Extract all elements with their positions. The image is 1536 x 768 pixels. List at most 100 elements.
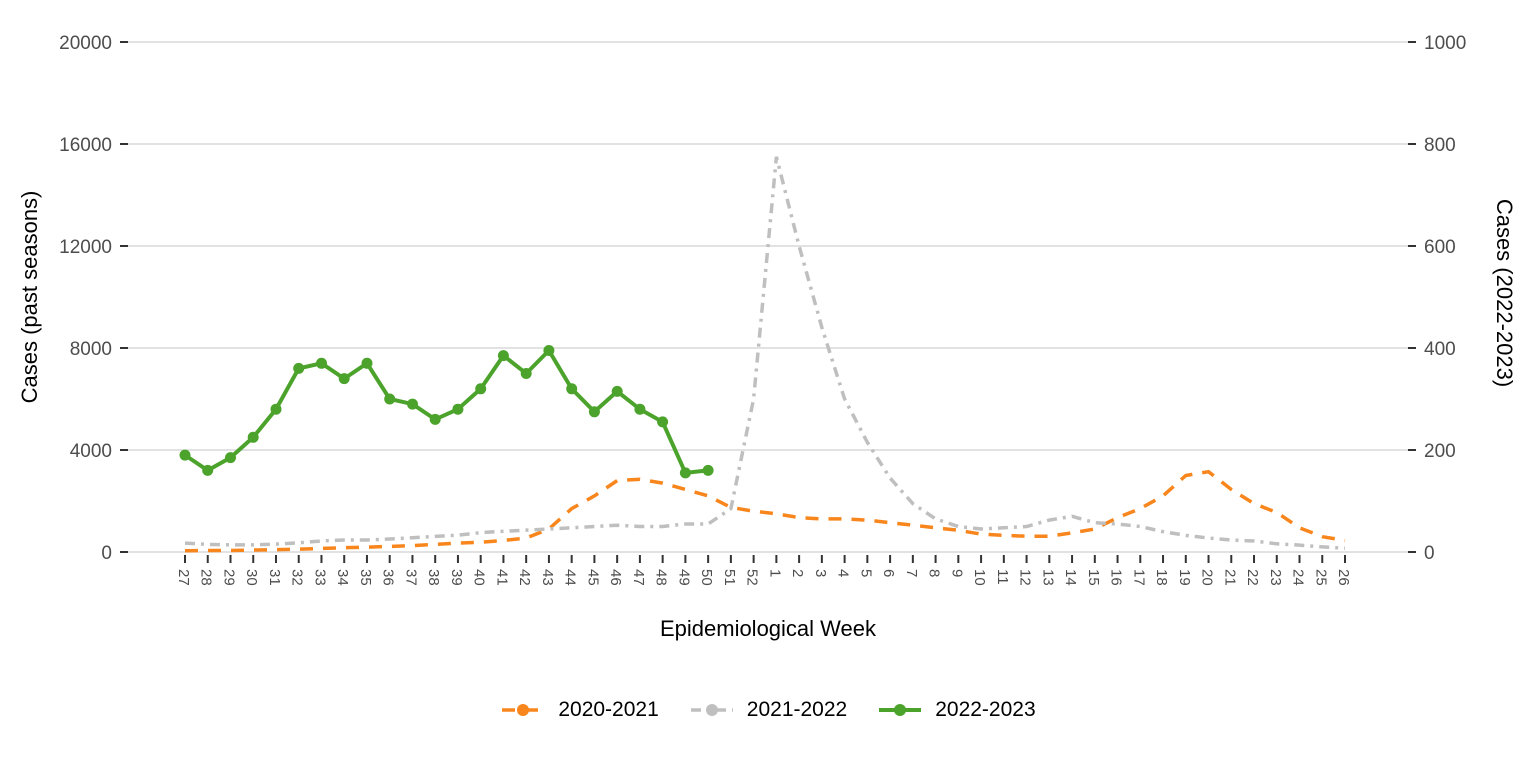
x-axis-tick-label: 46 xyxy=(607,569,624,586)
series-point-2022-2023 xyxy=(543,345,555,356)
plot-area: 0 0 4000 200 8000 400 12000 600 16000 800 20000 100… xyxy=(59,33,1466,586)
left-axis-tick-label: 8000 xyxy=(70,339,112,360)
legend-item-2021-2022: 2021-2022 xyxy=(689,698,847,722)
right-axis-tick-label: 600 xyxy=(1424,237,1456,258)
legend-point xyxy=(705,704,718,716)
x-axis-tick-label: 49 xyxy=(675,569,692,586)
x-axis-tick-label: 36 xyxy=(380,569,397,586)
series-point-2022-2023 xyxy=(566,383,578,395)
right-axis-tick-label: 1000 xyxy=(1424,33,1466,54)
series-line-2022-2023 xyxy=(183,347,709,476)
x-axis-tick-label: 17 xyxy=(1130,569,1147,586)
x-axis-tick-label: 14 xyxy=(1062,569,1079,586)
x-axis-tick-label: 42 xyxy=(516,569,533,586)
x-axis-tick-label: 39 xyxy=(448,569,465,586)
x-axis-tick-label: 8 xyxy=(926,569,943,577)
x-axis-tick-label: 34 xyxy=(334,569,351,586)
legend-line-sample-icon xyxy=(690,704,733,716)
legend-line-sample-icon xyxy=(879,704,922,716)
legend-item-2020-2021: 2020-2021 xyxy=(500,698,659,722)
x-axis-tick-label: 21 xyxy=(1221,569,1238,586)
series-point-2022-2023 xyxy=(361,357,373,369)
right-axis-tick-label: 400 xyxy=(1424,339,1456,360)
legend-label: 2020-2021 xyxy=(558,698,659,721)
x-axis-tick-label: 43 xyxy=(539,569,556,586)
x-axis-tick-label: 20 xyxy=(1199,569,1216,586)
series-point-2022-2023 xyxy=(497,350,509,362)
series-point-2022-2023 xyxy=(202,464,214,476)
series-line-2021-2022 xyxy=(184,156,1346,550)
x-axis-tick-label: 11 xyxy=(994,569,1011,585)
legend-label: 2022-2023 xyxy=(935,698,1036,721)
series-point-2022-2023 xyxy=(270,403,282,415)
x-axis-tick-label: 33 xyxy=(311,569,328,586)
series-point-2022-2023 xyxy=(247,431,259,443)
legend-point xyxy=(517,704,530,716)
series-point-2022-2023 xyxy=(316,357,327,369)
x-axis-tick-label: 22 xyxy=(1244,569,1261,586)
x-axis-tick-label: 1 xyxy=(766,569,783,577)
x-axis-tick-label: 40 xyxy=(471,569,488,586)
left-axis-tick-label: 12000 xyxy=(59,237,112,258)
right-axis-tick-label: 0 xyxy=(1424,543,1435,564)
legend: 2020-2021 2021-2022 2022-2023 xyxy=(0,698,1536,722)
x-axis-title: Epidemiological Week xyxy=(659,616,877,641)
series-point-2022-2023 xyxy=(588,406,600,418)
x-axis-tick-label: 37 xyxy=(402,569,419,586)
left-axis-tick-label: 20000 xyxy=(59,33,112,54)
x-axis-tick-label: 7 xyxy=(903,569,920,577)
x-axis-tick-label: 31 xyxy=(266,569,283,586)
x-axis-tick-label: 13 xyxy=(1039,569,1056,586)
x-axis-tick-label: 41 xyxy=(493,569,510,586)
series-point-2022-2023 xyxy=(293,362,305,374)
x-axis-tick-label: 52 xyxy=(744,569,761,586)
x-axis-tick-label: 38 xyxy=(425,569,442,586)
x-axis-tick-label: 6 xyxy=(880,569,897,577)
x-axis-tick-label: 10 xyxy=(971,569,988,586)
series-point-2022-2023 xyxy=(657,416,669,428)
series-line-2020-2021 xyxy=(184,469,1346,553)
series-point-2022-2023 xyxy=(475,383,487,395)
x-axis-tick-label: 25 xyxy=(1312,569,1329,586)
right-axis-tick-label: 200 xyxy=(1424,441,1456,462)
series-point-2022-2023 xyxy=(520,368,532,379)
x-axis-tick-label: 19 xyxy=(1176,569,1193,586)
left-axis-tick-label: 4000 xyxy=(70,441,112,462)
series-point-2022-2023 xyxy=(452,403,464,415)
legend-line-sample-icon xyxy=(502,704,545,716)
left-axis-tick-label: 16000 xyxy=(59,135,112,156)
x-axis-tick-label: 50 xyxy=(698,569,715,586)
x-axis-tick-label: 48 xyxy=(653,569,670,586)
x-axis-tick-label: 9 xyxy=(948,569,965,577)
left-axis-tick-label: 0 xyxy=(101,543,112,564)
series-point-2022-2023 xyxy=(702,464,714,476)
series-point-2022-2023 xyxy=(338,373,350,385)
series-point-2022-2023 xyxy=(407,398,418,410)
x-axis-tick-label: 27 xyxy=(175,569,192,586)
legend-item-2022-2023: 2022-2023 xyxy=(877,698,1036,722)
series-point-2022-2023 xyxy=(634,403,646,415)
series-point-2022-2023 xyxy=(384,393,396,405)
x-axis-tick-label: 26 xyxy=(1335,569,1352,586)
x-axis-tick-label: 28 xyxy=(198,569,215,586)
x-axis-tick-label: 12 xyxy=(1017,569,1034,586)
series-point-2022-2023 xyxy=(225,452,236,464)
x-axis-tick-label: 2 xyxy=(789,569,806,577)
x-axis-tick-label: 45 xyxy=(584,569,601,586)
x-axis-tick-label: 24 xyxy=(1290,569,1307,586)
x-axis-tick-label: 44 xyxy=(562,569,579,586)
x-axis-tick-label: 23 xyxy=(1267,569,1284,586)
x-axis-tick-label: 29 xyxy=(220,569,237,586)
legend-point xyxy=(894,704,907,716)
x-axis-tick-label: 51 xyxy=(721,569,738,586)
series-point-2022-2023 xyxy=(179,449,191,461)
x-axis-tick-label: 18 xyxy=(1153,569,1170,586)
series-point-2022-2023 xyxy=(429,413,441,425)
x-axis-tick-label: 16 xyxy=(1108,569,1125,586)
x-axis-tick-label: 35 xyxy=(357,569,374,586)
x-axis-tick-label: 30 xyxy=(243,569,260,586)
x-axis-tick-label: 15 xyxy=(1085,569,1102,586)
legend-label: 2021-2022 xyxy=(746,698,848,721)
x-axis-tick-label: 5 xyxy=(857,569,874,577)
